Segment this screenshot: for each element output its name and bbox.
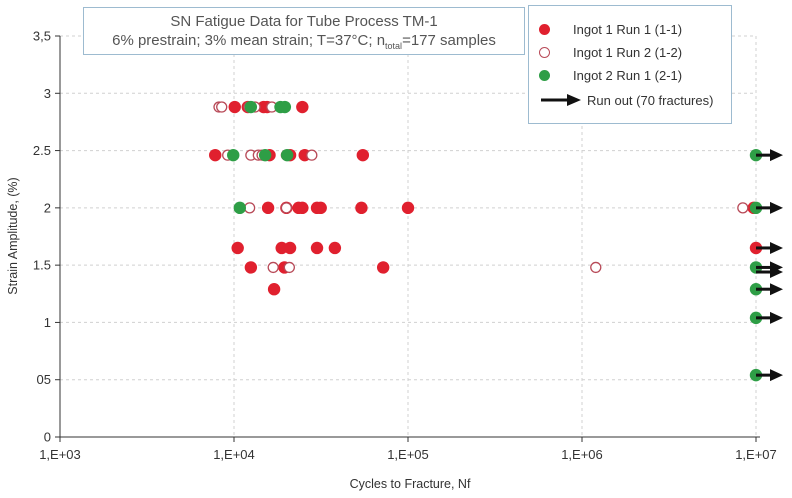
data-point-green [244, 100, 258, 114]
data-point-red [244, 261, 258, 274]
runout-arrows [756, 149, 783, 382]
x-tick-label: 1,E+06 [561, 447, 603, 462]
y-tick-label: 1.5 [33, 258, 51, 273]
data-point-open [280, 202, 293, 214]
data-point-red [261, 201, 275, 215]
data-point-red [355, 201, 368, 215]
legend-item-ingot2-run1: Ingot 2 Run 1 (2-1) [537, 65, 682, 85]
series-ingot2-run1 [227, 100, 763, 382]
axes [55, 35, 760, 442]
subtitle-text-end: =177 samples [402, 32, 496, 49]
legend-marker-red-open [537, 42, 573, 62]
runout-arrow-head [770, 311, 783, 324]
data-point-red [228, 100, 241, 114]
runout-arrow-head [770, 283, 783, 296]
legend-label: Run out (70 fractures) [587, 92, 714, 108]
data-point-open [216, 101, 228, 113]
data-point-red [310, 241, 324, 255]
legend-label: Ingot 1 Run 1 (1-1) [573, 21, 683, 37]
legend-item-ingot1-run2: Ingot 1 Run 2 (1-2) [537, 42, 682, 62]
legend-item-runout: Run out (70 fractures) [537, 90, 713, 110]
runout-arrow-head [770, 369, 783, 382]
legend-marker-red-filled [537, 19, 573, 39]
y-axis-title: Strain Amplitude, (%) [6, 177, 20, 294]
data-point-green [280, 148, 294, 162]
y-tick-label: 2 [44, 200, 51, 215]
data-point-red [267, 283, 281, 296]
data-point-open [267, 261, 279, 274]
y-tick-label: 3,5 [33, 29, 51, 44]
data-point-green [233, 201, 247, 215]
data-point-red [296, 100, 309, 114]
data-point-red [376, 261, 390, 274]
runout-arrow-head [770, 149, 783, 162]
arrow-right-icon [537, 90, 587, 110]
data-point-open [283, 261, 295, 274]
runout-arrow-head [770, 201, 783, 214]
legend-label: Ingot 2 Run 1 (2-1) [573, 67, 683, 83]
runout-arrow-head [770, 266, 783, 279]
subtitle-subscript: total [385, 41, 403, 51]
y-tick-label: 2.5 [33, 143, 51, 158]
x-axis-title: Cycles to Fracture, Nf [350, 477, 471, 491]
runout-arrow-head [770, 241, 783, 254]
data-point-green [258, 148, 272, 162]
data-point-red [328, 241, 342, 255]
x-tick-label: 1,E+04 [213, 447, 255, 462]
y-tick-label: 3 [44, 86, 51, 101]
data-point-red [401, 201, 415, 215]
data-point-red [314, 201, 327, 215]
data-point-red [356, 148, 370, 162]
chart-subtitle: 6% prestrain; 3% mean strain; T=37°C; nt… [84, 31, 524, 56]
data-point-open [590, 261, 602, 274]
legend-marker-green-filled [537, 65, 573, 85]
chart-title-box: SN Fatigue Data for Tube Process TM-1 6%… [83, 7, 525, 55]
chart-title: SN Fatigue Data for Tube Process TM-1 [170, 13, 438, 30]
data-points [209, 100, 763, 382]
x-tick-label: 1,E+03 [39, 447, 81, 462]
legend-label: Ingot 1 Run 2 (1-2) [573, 44, 683, 60]
data-point-red [283, 241, 297, 255]
x-tick-label: 1,E+05 [387, 447, 429, 462]
subtitle-text: 6% prestrain; 3% mean strain; T=37°C; n [112, 32, 386, 49]
series-ingot1-run2 [213, 101, 749, 274]
data-point-red [231, 241, 244, 255]
y-tick-label: 05 [37, 372, 51, 387]
data-point-red [296, 201, 309, 215]
y-tick-label: 1 [44, 315, 51, 330]
tick-labels: 0 05 1 1.5 2 2.5 3 3,5 1,E+03 1,E+04 1,E+05 1,E+06 1… [33, 29, 777, 463]
y-tick-label: 0 [44, 430, 51, 445]
data-point-open [243, 202, 256, 214]
x-tick-label: 1,E+07 [735, 447, 777, 462]
data-point-green [227, 148, 240, 162]
data-point-open [737, 202, 749, 214]
data-point-green [278, 100, 292, 114]
data-point-open [306, 149, 318, 161]
legend-item-ingot1-run1: Ingot 1 Run 1 (1-1) [537, 19, 682, 39]
data-point-red [209, 148, 222, 162]
chart-legend: Ingot 1 Run 1 (1-1) Ingot 1 Run 2 (1-2) … [528, 5, 732, 124]
